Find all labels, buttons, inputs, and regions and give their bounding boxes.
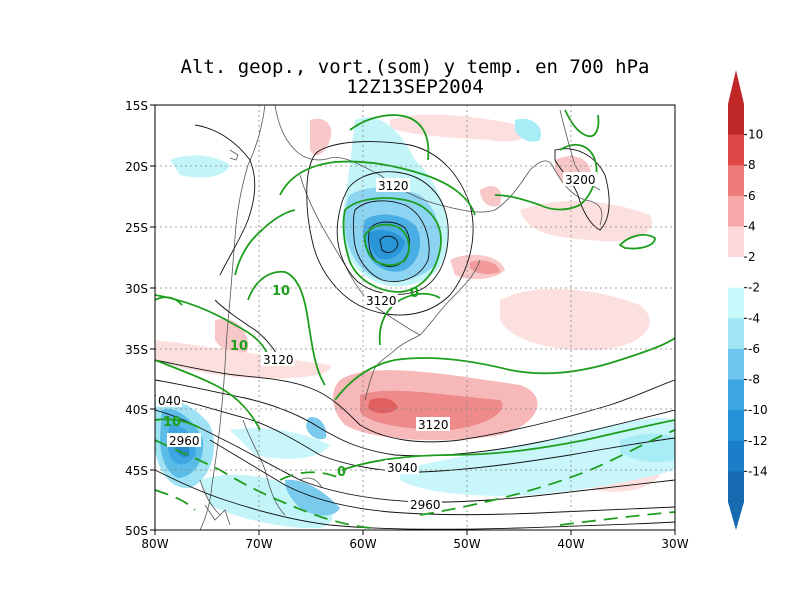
colorbar-label: -8 (748, 373, 760, 387)
colorbar-segment (728, 257, 744, 289)
geopotential-label: 3040 (387, 461, 418, 475)
temperature-label: 10 (230, 339, 248, 354)
lon-label: 70W (245, 537, 272, 551)
lat-label: 35S (125, 343, 148, 357)
colorbar-label: -2 (748, 281, 760, 295)
colorbar-segment (728, 104, 744, 136)
colorbar-label: 6 (748, 189, 756, 203)
geopotential-label: 040 (158, 394, 181, 408)
colorbar-segment (728, 287, 744, 319)
colorbar-segment (728, 440, 744, 472)
colorbar-segment (728, 318, 744, 350)
lat-label: 30S (125, 282, 148, 296)
lon-label: 30W (661, 537, 688, 551)
colorbar-label: 8 (748, 158, 756, 172)
colorbar-segment (728, 195, 744, 227)
colorbar-segment (728, 379, 744, 411)
geopotential-label: 2960 (169, 434, 200, 448)
lat-label: 20S (125, 160, 148, 174)
geopotential-label: 3120 (366, 294, 397, 308)
colorbar-label: -10 (748, 403, 768, 417)
lat-label: 40S (125, 403, 148, 417)
colorbar-label: 4 (748, 219, 756, 233)
chart-title: Alt. geop., vort.(som) y temp. en 700 hP… (180, 56, 650, 78)
lat-label: 15S (125, 99, 148, 113)
colorbar-segment (728, 134, 744, 166)
map-frame (154, 104, 676, 531)
lat-label: 45S (125, 464, 148, 478)
geopotential-label: 3120 (378, 179, 409, 193)
temperature-label: 0 (410, 286, 419, 301)
temperature-contours (155, 109, 675, 471)
colorbar-segment (728, 165, 744, 197)
positive-vorticity-shading (155, 114, 660, 492)
grid-lines (155, 105, 675, 530)
lon-label: 40W (557, 537, 584, 551)
colorbar-segment (728, 348, 744, 381)
colorbar-segment (728, 410, 744, 442)
colorbar-label: -14 (748, 464, 768, 478)
lon-label: 60W (349, 537, 376, 551)
colorbar-segment (728, 226, 744, 258)
lat-axis: 15S 20S 25S 30S 35S 40S 45S 50S (125, 99, 148, 538)
colorbar-arrow-top (728, 70, 744, 104)
temperature-label: 10 (163, 415, 181, 430)
colorbar-label: 10 (748, 128, 763, 142)
lat-label: 50S (125, 524, 148, 538)
colorbar-arrow-bottom (728, 502, 744, 530)
geopotential-label: 2960 (410, 498, 441, 512)
geopotential-label: 3200 (565, 173, 596, 187)
lon-label: 80W (141, 537, 168, 551)
temperature-label: 0 (337, 465, 346, 480)
geopotential-label: 3120 (263, 353, 294, 367)
axis-ticks (150, 104, 676, 535)
lon-axis: 80W 70W 60W 50W 40W 30W (141, 537, 688, 551)
colorbar: 10 8 6 4 2 -2 -4 -6 -8 -10 -12 -14 (728, 70, 768, 530)
colorbar-label: 2 (748, 250, 756, 264)
colorbar-label: -6 (748, 342, 760, 356)
lon-label: 50W (453, 537, 480, 551)
colorbar-segment (728, 471, 744, 503)
lat-label: 25S (125, 221, 148, 235)
chart-subtitle: 12Z13SEP2004 (346, 76, 484, 98)
geopotential-label: 3120 (418, 418, 449, 432)
colorbar-label: -12 (748, 434, 768, 448)
colorbar-label: -4 (748, 311, 760, 325)
temperature-label: 10 (272, 284, 290, 299)
